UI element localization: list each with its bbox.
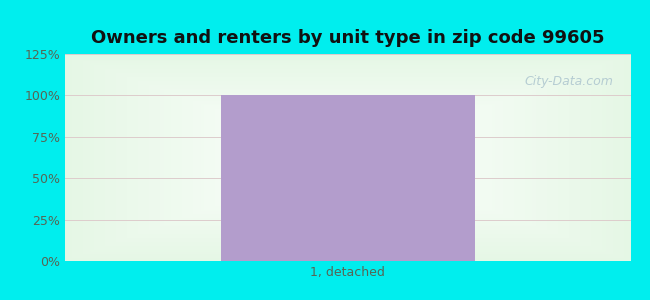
Bar bbox=[220, 95, 475, 261]
Text: City-Data.com: City-Data.com bbox=[525, 75, 614, 88]
Title: Owners and renters by unit type in zip code 99605: Owners and renters by unit type in zip c… bbox=[91, 29, 604, 47]
